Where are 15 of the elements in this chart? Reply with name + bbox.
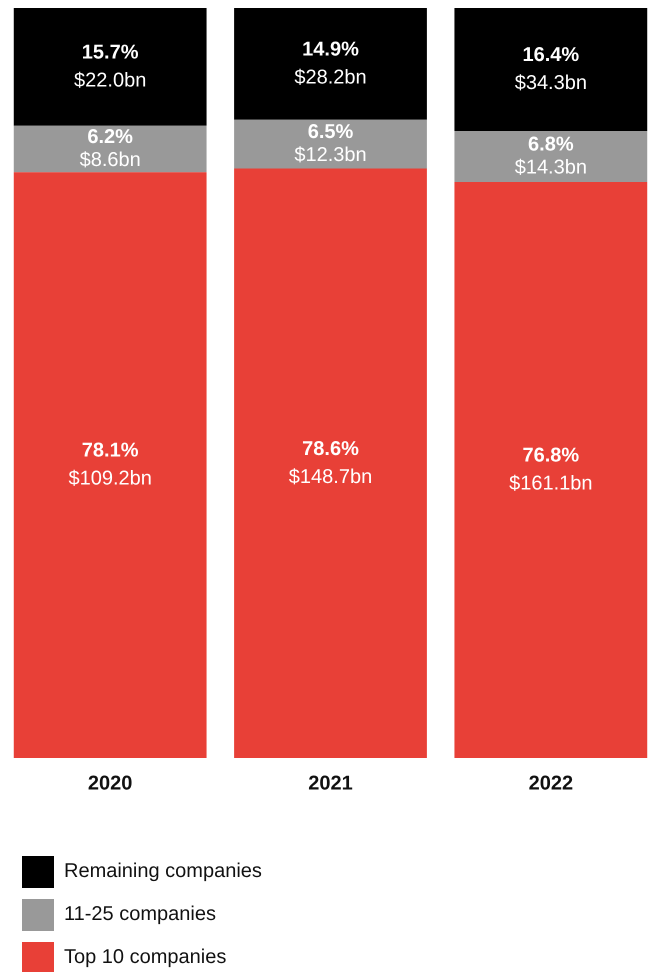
data-label: 6.5% $12.3bn: [294, 121, 367, 166]
data-label: 6.2% $8.6bn: [80, 126, 141, 172]
data-label: 78.1% $109.2bn: [68, 440, 152, 490]
x-tick-label: 2020: [88, 772, 132, 795]
x-tick-label: 2021: [308, 772, 353, 795]
data-label: 76.8% $161.1bn: [509, 444, 593, 495]
data-label: 78.6% $148.7bn: [288, 438, 372, 488]
legend-label: Top 10 companies: [64, 946, 226, 969]
data-label: 16.4% $34.3bn: [514, 44, 587, 94]
legend-label: 11-25 companies: [64, 903, 216, 926]
data-label: 14.9% $28.2bn: [294, 38, 367, 88]
data-label: 15.7% $22.0bn: [74, 41, 146, 92]
data-label: 6.8% $14.3bn: [514, 134, 587, 179]
x-tick-label: 2022: [528, 772, 574, 795]
legend-label: Remaining companies: [64, 860, 262, 883]
